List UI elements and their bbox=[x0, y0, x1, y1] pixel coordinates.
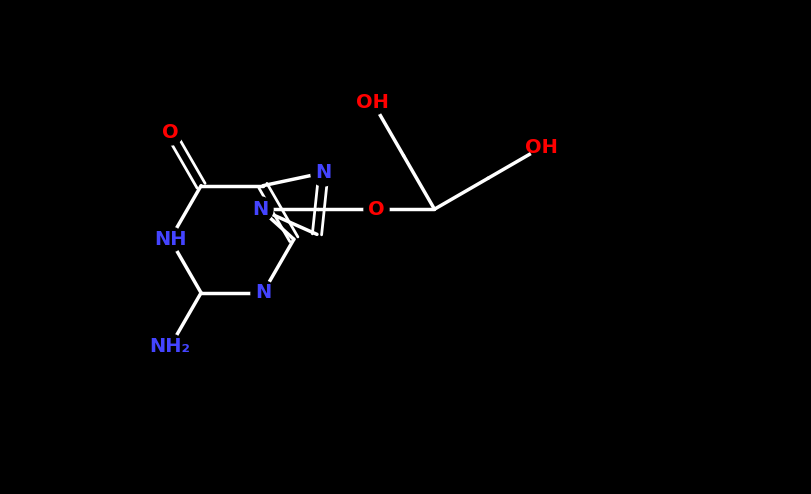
Text: N: N bbox=[252, 200, 268, 219]
Text: N: N bbox=[255, 284, 271, 302]
Text: O: O bbox=[161, 123, 178, 142]
Text: N: N bbox=[315, 164, 331, 182]
Text: OH: OH bbox=[525, 138, 557, 157]
Text: OH: OH bbox=[356, 92, 388, 112]
Text: NH: NH bbox=[154, 230, 187, 249]
Text: NH₂: NH₂ bbox=[149, 337, 191, 356]
Text: O: O bbox=[367, 200, 384, 219]
